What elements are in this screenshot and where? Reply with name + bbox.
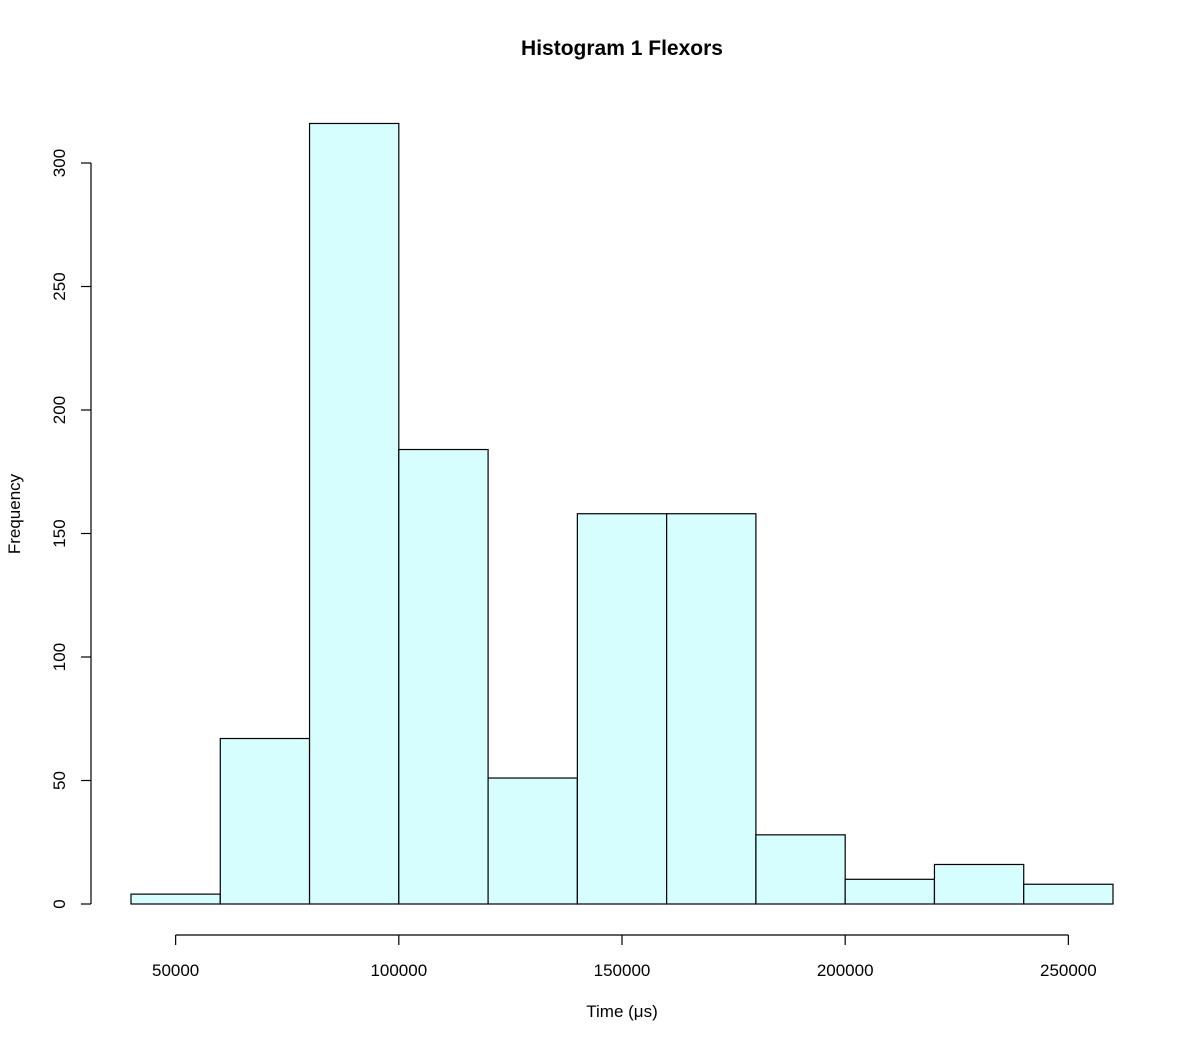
y-tick-label: 250 — [50, 272, 69, 300]
x-tick-label: 200000 — [817, 961, 874, 980]
histogram-bar — [844, 878, 936, 905]
x-tick-label: 150000 — [594, 961, 651, 980]
bars-group — [130, 122, 1114, 905]
y-axis-label: Frequency — [5, 473, 24, 554]
histogram-bar — [666, 513, 757, 905]
histogram-bar — [933, 863, 1025, 905]
histogram-bar — [576, 513, 668, 905]
histogram-bar — [755, 834, 846, 905]
x-axis: 50000 100000 150000 200000 250000 — [152, 934, 1097, 980]
chart-title: Histogram 1 Flexors — [521, 37, 723, 60]
y-axis: 0 50 100 150 200 250 300 — [50, 149, 92, 909]
x-axis-label: Time (μs) — [586, 1002, 658, 1021]
histogram-bar — [398, 448, 489, 905]
x-tick-label: 250000 — [1040, 961, 1097, 980]
y-tick-label: 150 — [50, 519, 69, 547]
y-tick-label: 50 — [50, 771, 69, 790]
x-tick-label: 100000 — [370, 961, 427, 980]
histogram-bar — [130, 893, 221, 905]
histogram-bar — [487, 777, 578, 905]
histogram-bar — [219, 737, 311, 905]
histogram-bar — [308, 122, 400, 905]
y-tick-label: 100 — [50, 643, 69, 671]
histogram-bar — [1023, 883, 1114, 905]
x-tick-label: 50000 — [152, 961, 199, 980]
y-tick-label: 0 — [50, 899, 69, 908]
y-tick-label: 300 — [50, 149, 69, 177]
y-tick-label: 200 — [50, 396, 69, 424]
